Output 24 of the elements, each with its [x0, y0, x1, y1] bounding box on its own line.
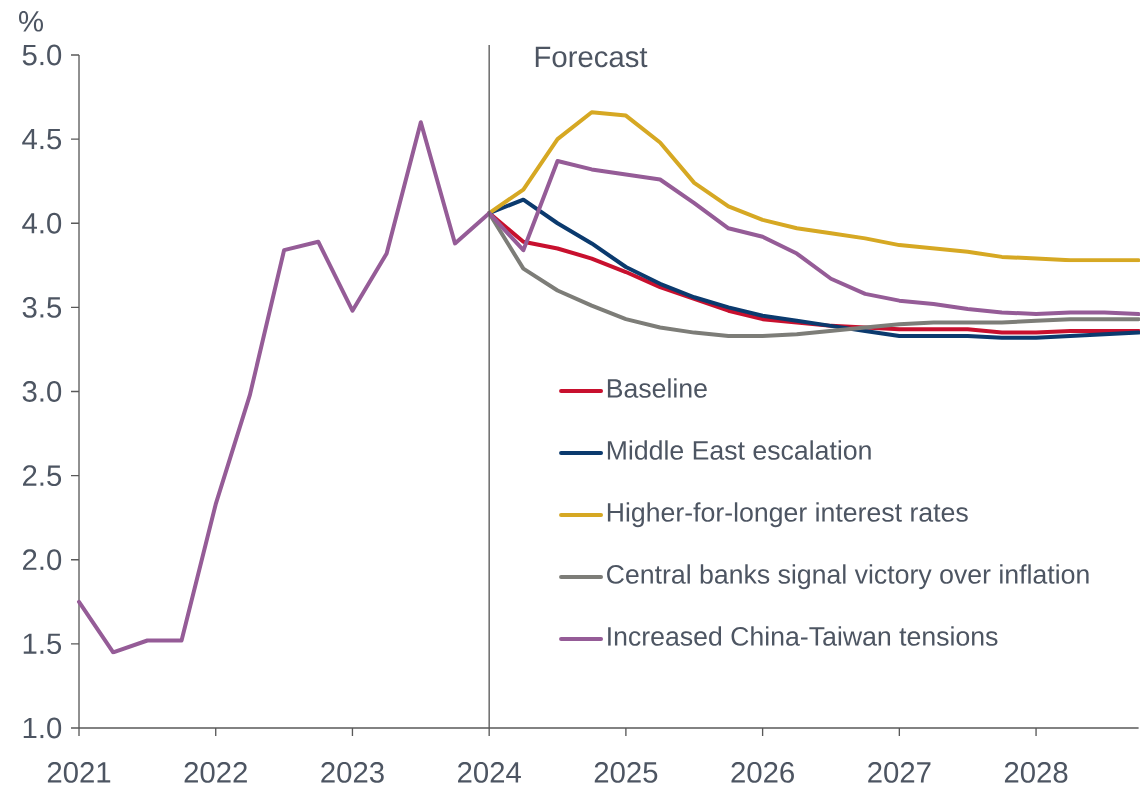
y-axis-title: % — [19, 11, 43, 32]
legend-label: Higher-for-longer interest rates — [607, 502, 968, 528]
y-tick-label: 4.5 — [22, 128, 62, 150]
y-tick-label: 2.0 — [23, 549, 62, 571]
x-tick-label: 2028 — [1004, 762, 1068, 783]
x-tick-label: 2023 — [321, 762, 384, 783]
x-tick-label: 2027 — [868, 762, 931, 783]
x-tick-label: 2025 — [594, 762, 658, 783]
x-tick-label: 2024 — [458, 762, 521, 783]
x-tick-label: 2026 — [731, 762, 794, 783]
x-tick-label: 2022 — [184, 762, 247, 783]
legend-label: Central banks signal victory over inflation — [607, 564, 1089, 590]
y-tick-label: 4.0 — [22, 212, 62, 234]
y-tick-label: 1.0 — [23, 717, 62, 739]
legend-label: Increased China-Taiwan tensions — [608, 626, 998, 646]
y-tick-label: 2.5 — [23, 465, 62, 486]
y-tick-label: 3.0 — [22, 381, 62, 402]
ref-line-label: Forecast — [535, 46, 648, 68]
y-tick-label: 5.0 — [22, 44, 62, 66]
x-tick-label: 2021 — [47, 762, 111, 783]
y-tick-label: 3.5 — [22, 296, 62, 318]
y-tick-label: 1.5 — [23, 633, 62, 655]
legend-label: Baseline — [607, 378, 707, 398]
legend-label: Middle East escalation — [607, 440, 871, 460]
